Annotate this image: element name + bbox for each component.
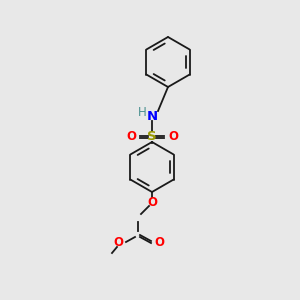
Text: O: O xyxy=(126,130,136,143)
Text: S: S xyxy=(147,130,157,143)
Text: H: H xyxy=(138,106,146,119)
Text: O: O xyxy=(147,196,157,208)
Text: O: O xyxy=(168,130,178,143)
Text: N: N xyxy=(146,110,158,124)
Text: O: O xyxy=(113,236,123,250)
Text: O: O xyxy=(154,236,164,248)
